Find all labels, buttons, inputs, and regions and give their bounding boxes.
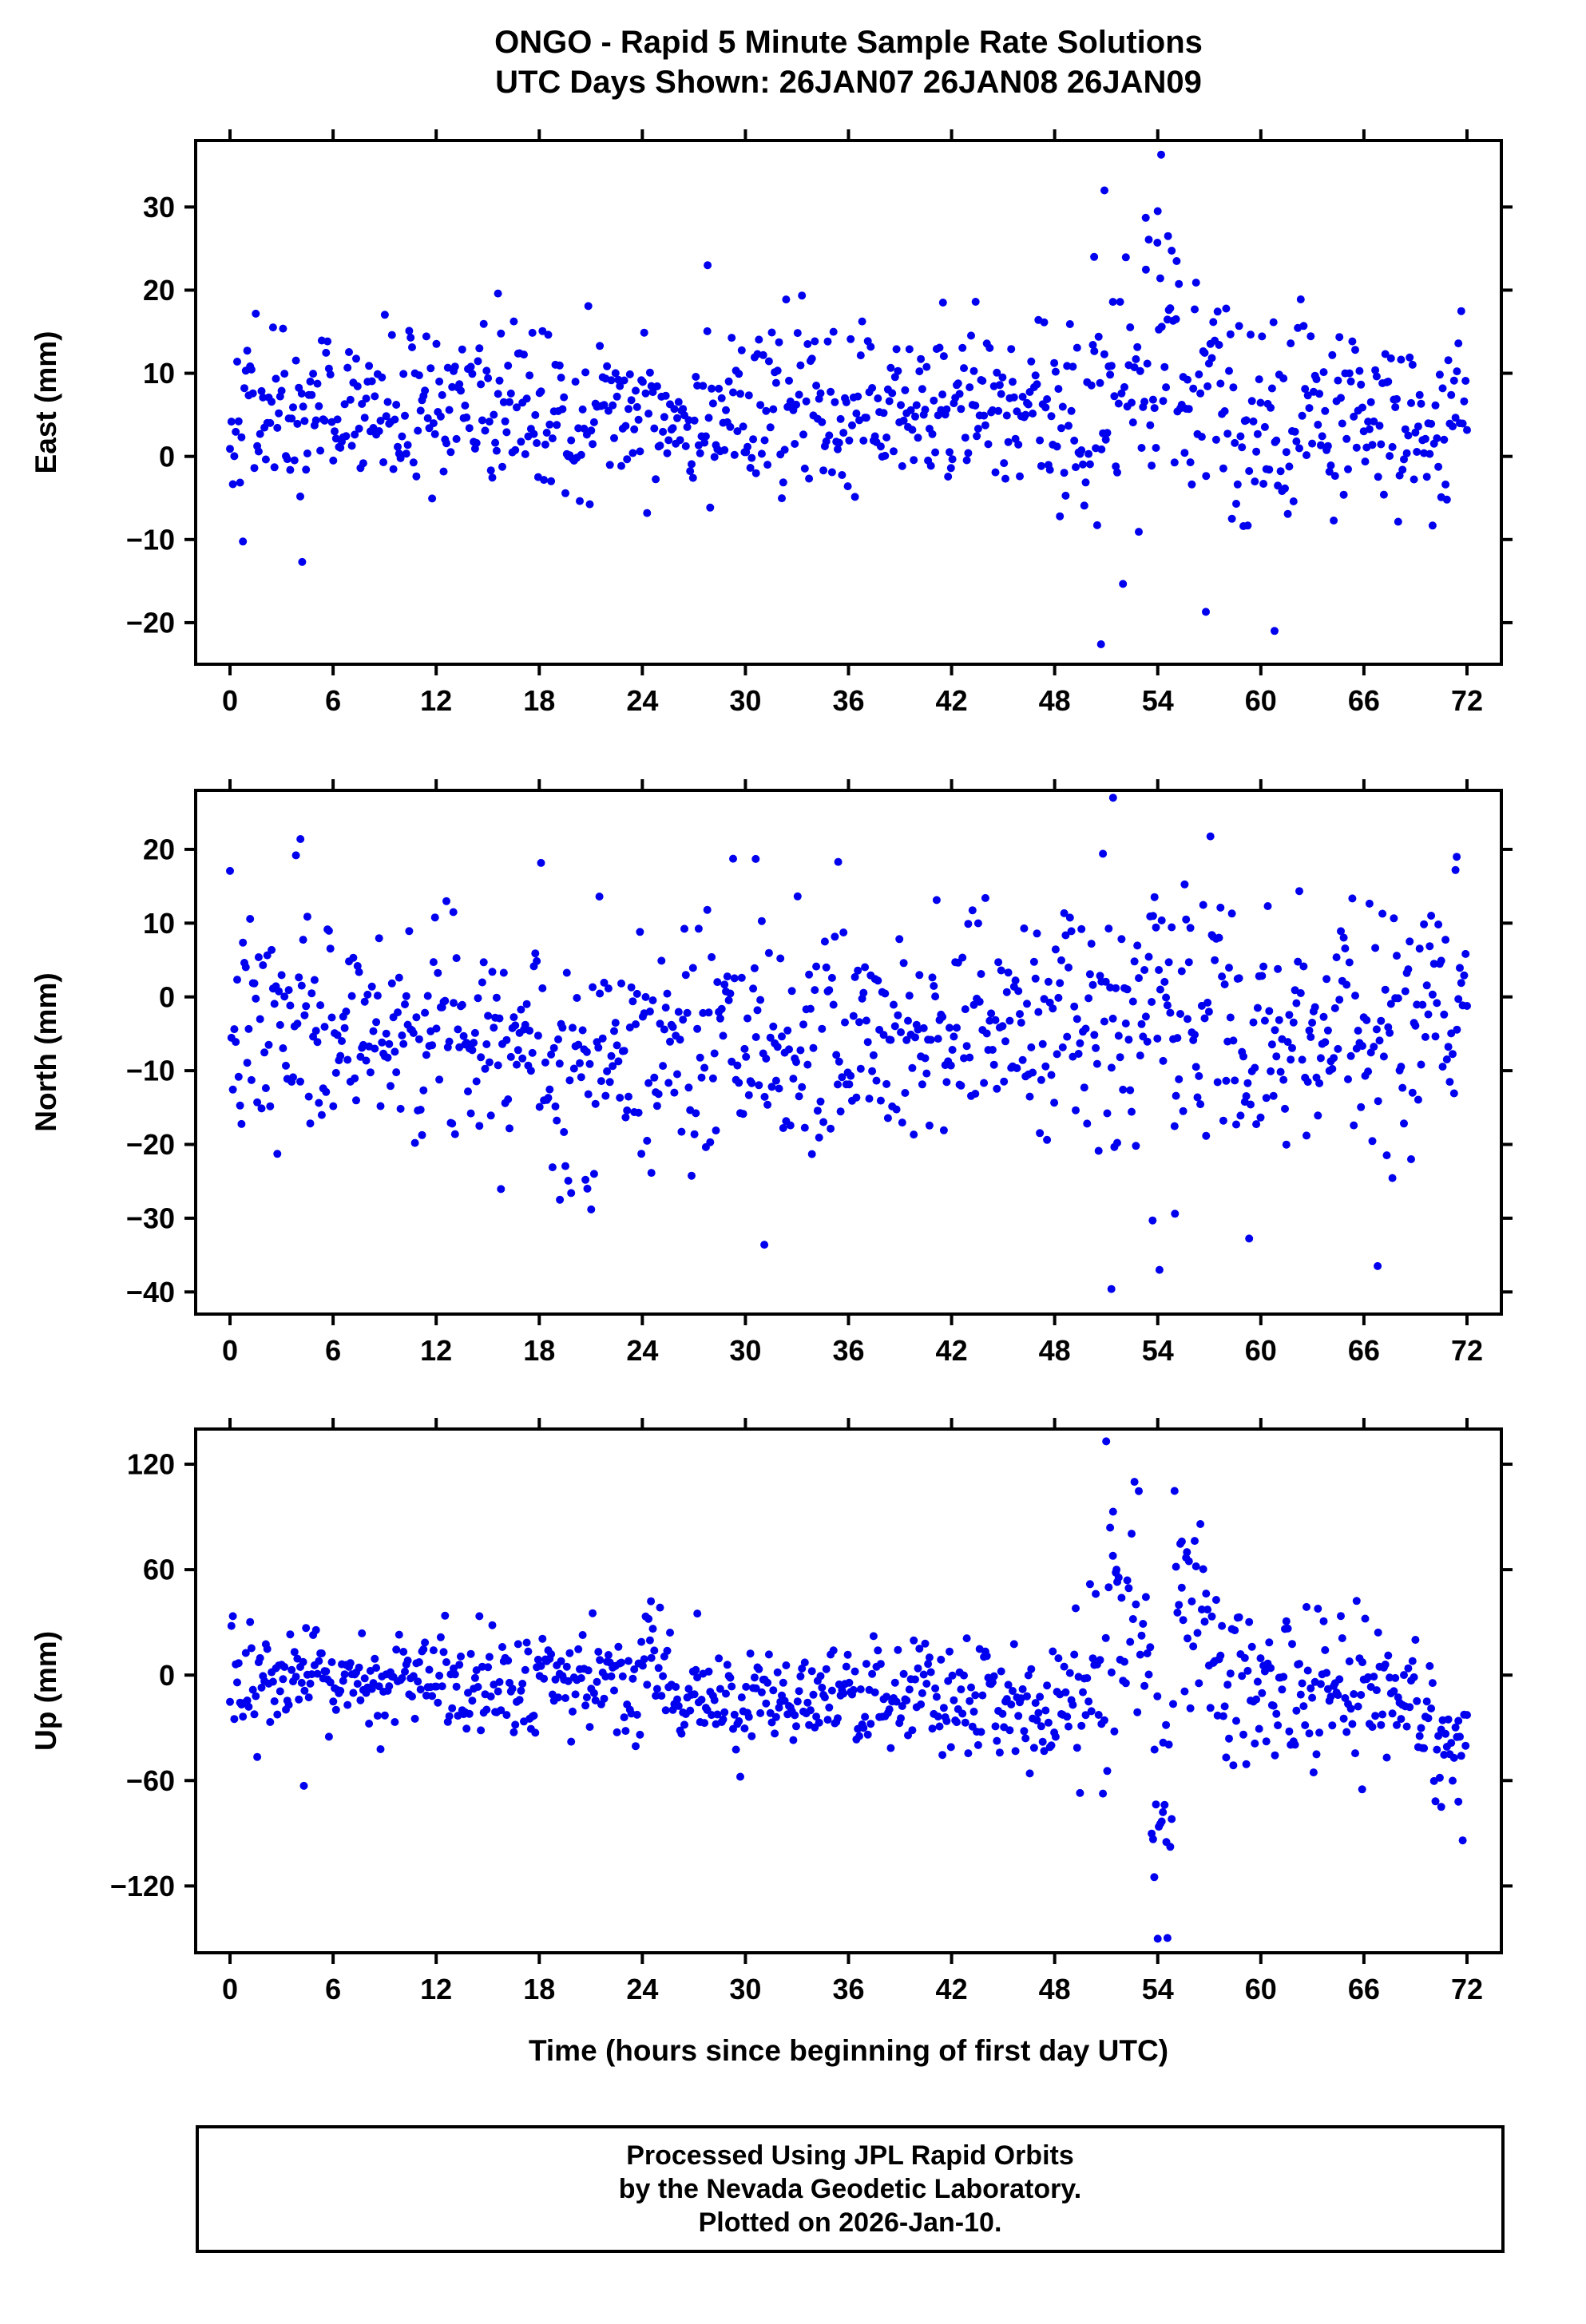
east-component-ticks xyxy=(184,129,1513,675)
footer-line1: Processed Using JPL Rapid Orbits xyxy=(626,2140,1074,2171)
y-tick-label: 30 xyxy=(143,191,175,224)
y-tick-label: 10 xyxy=(143,907,175,940)
y-tick-label: −120 xyxy=(110,1870,175,1902)
x-tick-label: 48 xyxy=(1039,1973,1071,2005)
y-tick-label: 60 xyxy=(143,1554,175,1586)
x-tick-label: 18 xyxy=(523,1973,555,2005)
x-tick-label: 54 xyxy=(1142,1334,1174,1367)
x-tick-label: 54 xyxy=(1142,1973,1174,2005)
east-panel-plot: East (mm) 0 6 12 18 24 30 36 42 48 54 60 66 72 −20 −10… xyxy=(30,129,1513,717)
chart-title-line2: UTC Days Shown: 26JAN07 26JAN08 26JAN09 xyxy=(495,65,1202,100)
footer-credit-box: Processed Using JPL Rapid Orbits by the … xyxy=(196,2125,1505,2253)
footer-line2: by the Nevada Geodetic Laboratory. xyxy=(618,2174,1082,2204)
x-tick-label: 18 xyxy=(523,684,555,717)
x-tick-label: 12 xyxy=(420,1334,452,1367)
x-tick-label: 66 xyxy=(1348,1973,1380,2005)
x-tick-label: 24 xyxy=(626,684,658,717)
y-tick-label: −20 xyxy=(126,607,175,639)
north-y-axis-label: North (mm) xyxy=(30,972,62,1131)
up-component-points xyxy=(226,1437,1471,1943)
x-tick-label: 6 xyxy=(325,1334,341,1367)
y-tick-label: −10 xyxy=(126,1055,175,1087)
up-component-ticks xyxy=(184,1418,1513,1964)
up-component-frame xyxy=(194,1427,1503,1954)
y-tick-label: 120 xyxy=(127,1448,175,1481)
x-tick-label: 60 xyxy=(1245,1973,1277,2005)
x-tick-label: 30 xyxy=(729,684,761,717)
y-tick-label: −40 xyxy=(126,1276,175,1308)
x-tick-label: 24 xyxy=(626,1334,658,1367)
north-component-tick-labels: 0 6 12 18 24 30 36 42 48 54 60 66 72 −40 −30 −20 −10 0 10 2… xyxy=(126,833,1483,1367)
x-tick-label: 66 xyxy=(1348,1334,1380,1367)
east-component-points xyxy=(226,150,1471,648)
x-tick-label: 72 xyxy=(1451,684,1483,717)
up-y-axis-label: Up (mm) xyxy=(30,1631,62,1751)
x-tick-label: 54 xyxy=(1142,684,1174,717)
x-tick-label: 66 xyxy=(1348,684,1380,717)
x-tick-label: 6 xyxy=(325,684,341,717)
footer-line3: Plotted on 2026-Jan-10. xyxy=(698,2207,1002,2238)
north-component-points xyxy=(226,794,1471,1293)
x-tick-label: 30 xyxy=(729,1334,761,1367)
x-tick-label: 36 xyxy=(832,684,864,717)
x-tick-label: 0 xyxy=(222,684,238,717)
east-y-axis-label: East (mm) xyxy=(30,331,62,474)
x-tick-label: 36 xyxy=(832,1334,864,1367)
east-component-frame xyxy=(194,139,1503,666)
x-axis-label: Time (hours since beginning of first day… xyxy=(528,2034,1169,2067)
x-tick-label: 0 xyxy=(222,1973,238,2005)
up-component-tick-labels: 0 6 12 18 24 30 36 42 48 54 60 66 72 −120 −60 0 60 120 xyxy=(110,1448,1483,2005)
y-tick-label: 20 xyxy=(143,833,175,866)
x-tick-label: 24 xyxy=(626,1973,658,2005)
chart-title: ONGO - Rapid 5 Minute Sample Rate Soluti… xyxy=(196,22,1501,102)
y-tick-label: −20 xyxy=(126,1128,175,1161)
y-tick-label: 20 xyxy=(143,274,175,307)
x-tick-label: 60 xyxy=(1245,1334,1277,1367)
x-tick-label: 42 xyxy=(936,684,968,717)
north-component-ticks xyxy=(184,779,1513,1325)
x-tick-label: 60 xyxy=(1245,684,1277,717)
y-tick-label: 0 xyxy=(159,1659,175,1692)
x-tick-label: 42 xyxy=(936,1973,968,2005)
x-tick-label: 72 xyxy=(1451,1334,1483,1367)
x-tick-label: 6 xyxy=(325,1973,341,2005)
x-tick-label: 30 xyxy=(729,1973,761,2005)
x-tick-label: 72 xyxy=(1451,1973,1483,2005)
y-tick-label: 10 xyxy=(143,357,175,390)
up-panel-plot: Up (mm) 0 6 12 18 24 30 36 42 48 54 60 66 72−120−600… xyxy=(30,1418,1513,2005)
y-tick-label: −30 xyxy=(126,1202,175,1234)
y-tick-label: −60 xyxy=(126,1764,175,1797)
north-component-frame xyxy=(194,789,1503,1316)
x-tick-label: 48 xyxy=(1039,1334,1071,1367)
x-tick-label: 36 xyxy=(832,1973,864,2005)
north-panel-plot: North (mm) 0 6 12 18 24 30 36 42 48 54 60 66 72 −40 −3… xyxy=(30,779,1513,1367)
y-tick-label: 0 xyxy=(159,440,175,473)
y-tick-label: 0 xyxy=(159,980,175,1013)
y-tick-label: −10 xyxy=(126,523,175,556)
x-tick-label: 18 xyxy=(523,1334,555,1367)
x-tick-label: 12 xyxy=(420,1973,452,2005)
x-tick-label: 12 xyxy=(420,684,452,717)
x-tick-label: 42 xyxy=(936,1334,968,1367)
chart-title-line1: ONGO - Rapid 5 Minute Sample Rate Soluti… xyxy=(494,25,1203,60)
east-component-tick-labels: 0 6 12 18 24 30 36 42 48 54 60 66 72 −20 −10 0 10 20 30 xyxy=(126,191,1483,717)
x-tick-label: 0 xyxy=(222,1334,238,1367)
x-tick-label: 48 xyxy=(1039,684,1071,717)
